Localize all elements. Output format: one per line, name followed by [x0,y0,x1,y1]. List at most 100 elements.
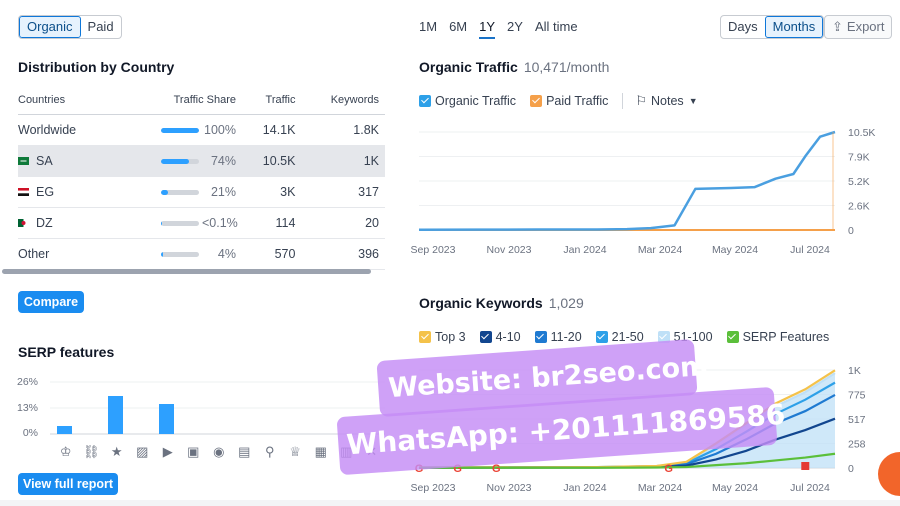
dz-flag-icon [18,219,29,228]
keywords-link[interactable]: 317 [301,176,385,208]
star-icon[interactable]: ★ [110,444,123,459]
tab-1m[interactable]: 1M [419,19,438,34]
legend-label: Paid Traffic [546,94,609,108]
table-row[interactable]: EG 21% 3K 317 [18,176,385,208]
education-icon[interactable]: ♕ [289,444,302,459]
share-value: 4% [217,246,236,261]
eg-flag-icon [18,188,29,197]
col-traffic-share[interactable]: Traffic Share [116,86,242,115]
months-button[interactable]: Months [764,16,824,38]
serp-bar[interactable] [57,426,72,434]
distribution-table-wrap: Countries Traffic Share Traffic Keywords… [18,86,385,270]
keyword-legend-checkbox[interactable]: 11-20 [534,330,582,344]
note-flag-icon[interactable] [801,462,810,470]
tab-6m[interactable]: 6M [449,19,468,34]
image-icon[interactable]: ▨ [136,444,149,459]
news-icon[interactable]: ▦ [314,444,327,459]
country-cell: EG [18,176,117,208]
view-full-report-button[interactable]: View full report [18,473,118,495]
days-button[interactable]: Days [728,19,758,34]
organic-keywords-title-text: Organic Keywords [419,295,543,311]
organic-traffic-chart: 10.5K 7.9K 5.2K 2.6K 0 Sep 2023 Nov 2023 Jan 20… [411,127,876,256]
help-bubble-button[interactable] [878,452,900,496]
col-traffic[interactable]: Traffic [241,86,302,115]
serp-bar[interactable] [159,404,174,434]
table-row[interactable]: DZ <0.1% 114 20 [18,207,385,239]
table-row[interactable]: SA 74% 10.5K 1K [18,145,385,177]
google-update-icon[interactable]: G [492,463,501,475]
share-bar-fill [160,251,163,257]
video-icon[interactable]: ▶ [162,444,173,459]
link-icon[interactable]: ⛓ [82,444,100,459]
share-bar [160,127,199,133]
paid-traffic-checkbox[interactable]: Paid Traffic [530,94,608,108]
notes-dropdown[interactable]: ⚐ Notes ▼ [635,93,697,109]
col-keywords[interactable]: Keywords [301,86,385,115]
source-toggle: Organic Paid [18,15,122,39]
x-tick-label: Mar 2024 [638,482,683,494]
col-countries[interactable]: Countries [18,86,117,115]
keyword-legend-checkbox[interactable]: Top 3 [419,330,466,344]
table-header-row: Countries Traffic Share Traffic Keywords [18,86,385,115]
country-name: EG [36,184,55,199]
keywords-link[interactable]: 1K [301,145,385,177]
chevron-down-icon: ▼ [688,96,698,106]
share-bar [160,220,199,226]
organic-traffic-line[interactable] [418,130,836,231]
checkbox-icon [479,331,492,343]
keywords-link[interactable]: 20 [301,207,385,239]
share-value: 74% [210,153,236,168]
notes-icon: ⚐ [635,93,648,108]
compare-button[interactable]: Compare [18,291,84,313]
keyword-legend-checkbox[interactable]: SERP Features [726,330,829,344]
traffic-share: 4% [116,238,242,270]
organic-toggle-button[interactable]: Organic [19,16,81,38]
export-icon: ⇪ [832,19,843,34]
keyword-legend-checkbox[interactable]: 21-50 [595,330,644,344]
organic-traffic-value: 10,471/month [523,59,610,75]
y-tick-label: 5.2K [848,176,870,188]
checkbox-icon [726,331,739,343]
y-tick-label: 1K [848,365,861,377]
share-value: 100% [204,122,236,137]
traffic-value: 14.1K [241,114,302,146]
share-bar-fill [160,158,189,164]
traffic-link[interactable]: 3K [241,176,302,208]
share-bar-fill [160,127,199,133]
y-tick-label: 2.6K [848,201,870,213]
paid-toggle-button[interactable]: Paid [87,19,114,34]
share-bar [160,189,199,195]
legend-label: Top 3 [435,330,466,344]
tab-2y[interactable]: 2Y [507,19,523,34]
x-tick-label: Nov 2023 [487,482,532,494]
faq-icon[interactable]: ▤ [238,444,251,459]
tab-all-time[interactable]: All time [534,19,578,34]
legend-divider [622,93,624,109]
country-name: DZ [36,215,53,230]
period-tabs: 1M 6M 1Y 2Y All time [419,19,578,39]
play-icon[interactable]: ◉ [213,444,225,459]
keywords-series-line[interactable] [418,452,836,469]
table-row[interactable]: Other 4% 570 396 [18,238,385,270]
traffic-link[interactable]: 10.5K [241,145,302,177]
crown-icon[interactable]: ♔ [59,444,72,459]
serp-features-title: SERP features [18,344,115,360]
google-update-icon[interactable]: G [453,463,462,475]
google-update-icon[interactable]: G [664,463,673,475]
export-label: Export [846,19,885,34]
video-carousel-icon[interactable]: ▣ [187,444,200,459]
x-tick-label: Jul 2024 [790,244,830,256]
traffic-link[interactable]: 114 [241,207,302,239]
table-row[interactable]: Worldwide 100% 14.1K 1.8K [18,114,385,146]
country-cell: DZ [18,207,117,239]
serp-ytick: 0% [23,427,38,439]
traffic-share: 74% [116,145,242,177]
checkbox-icon [595,331,608,343]
organic-traffic-checkbox[interactable]: Organic Traffic [419,94,516,108]
export-button[interactable]: ⇪ Export [824,15,893,39]
location-icon[interactable]: ⚲ [264,444,275,459]
keyword-legend-checkbox[interactable]: 4-10 [479,330,521,344]
serp-bar[interactable] [108,396,123,434]
horizontal-scrollbar[interactable] [2,269,371,274]
tab-1y[interactable]: 1Y [479,19,496,39]
